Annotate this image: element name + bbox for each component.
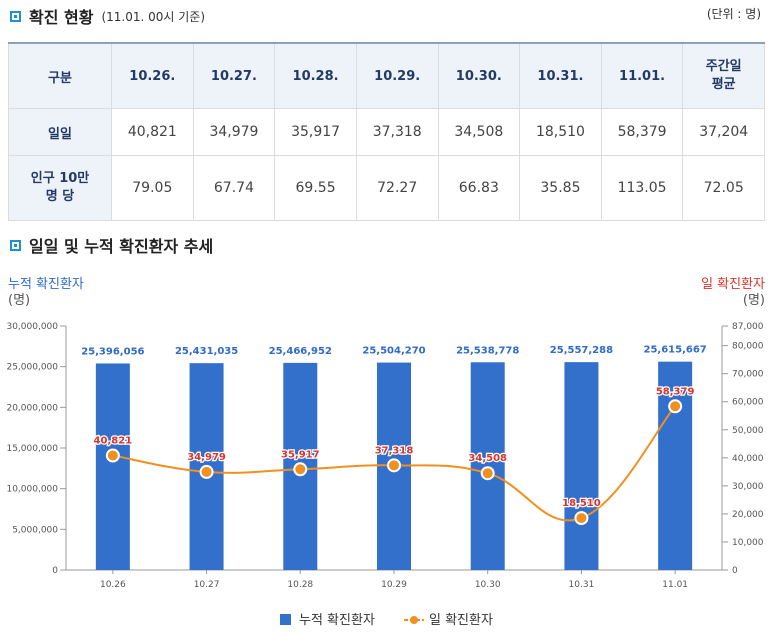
table-row-daily: 일일 40,821 34,979 35,917 37,318 34,508 18… xyxy=(8,108,765,156)
right-tick-label: 30,000 xyxy=(732,482,764,492)
bar-cumulative xyxy=(658,361,693,570)
left-tick-label: 10,000,000 xyxy=(6,485,58,495)
line-value-label: 58,379 xyxy=(656,386,695,397)
x-tick-label: 10.31 xyxy=(569,580,595,590)
section-title: 확진 현황 xyxy=(29,8,94,27)
bar-value-label: 25,538,778 xyxy=(456,345,519,356)
line-point-daily xyxy=(199,464,214,479)
bar-cumulative xyxy=(95,363,130,570)
unit-note: (단위 : 명) xyxy=(706,7,761,21)
right-tick-label: 80,000 xyxy=(732,342,764,352)
table-header-row: 구분 10.26. 10.27. 10.28. 10.29. 10.30. 10… xyxy=(8,42,765,109)
legend-label: 일 확진환자 xyxy=(429,613,493,628)
right-tick-label: 70,000 xyxy=(732,370,764,380)
table-cell: 58,379 xyxy=(600,108,684,156)
x-tick-label: 10.28 xyxy=(287,580,313,590)
line-value-label: 34,508 xyxy=(468,453,507,464)
table-cell: 34,508 xyxy=(437,108,521,156)
line-value-label: 35,917 xyxy=(281,449,320,460)
table-header-cell: 10.30. xyxy=(437,42,521,109)
bar-cumulative xyxy=(564,362,599,570)
line-point-daily xyxy=(387,458,401,473)
table-cell: 34,979 xyxy=(192,108,276,156)
bar-value-label: 25,396,056 xyxy=(81,346,144,357)
table-header-cell: 10.26. xyxy=(111,42,194,109)
right-axis-unit: (명) xyxy=(743,293,765,308)
line-point-daily xyxy=(668,399,683,414)
table-cell: 37,318 xyxy=(355,108,439,156)
line-point-daily xyxy=(293,462,308,477)
bar-value-label: 25,557,288 xyxy=(550,345,613,356)
left-tick-label: 30,000,000 xyxy=(6,322,58,332)
table-corner: 구분 xyxy=(8,42,112,109)
section-subtitle: (11.01. 00시 기준) xyxy=(101,9,206,24)
x-tick-label: 10.27 xyxy=(194,580,220,590)
table-cell: 67.74 xyxy=(192,155,276,221)
right-tick-label: 87,000 xyxy=(732,322,764,332)
table-header-cell: 10.27. xyxy=(192,42,276,109)
table-cell: 113.05 xyxy=(600,155,684,221)
right-tick-label: 40,000 xyxy=(732,454,764,464)
line-value-label: 18,510 xyxy=(562,498,601,509)
x-tick-label: 11.01 xyxy=(662,580,688,590)
left-axis-title: 누적 확진환자 xyxy=(8,277,84,292)
line-point-daily xyxy=(480,466,495,481)
table-cell: 72.27 xyxy=(355,155,439,221)
bar-value-label: 25,504,270 xyxy=(362,346,425,357)
left-tick-label: 20,000,000 xyxy=(6,403,58,413)
line-value-label: 40,821 xyxy=(94,436,133,447)
right-tick-label: 60,000 xyxy=(732,398,764,408)
table-cell: 40,821 xyxy=(111,108,194,156)
x-tick-label: 10.26 xyxy=(100,580,126,590)
table-cell: 72.05 xyxy=(682,155,765,221)
x-tick-label: 10.30 xyxy=(475,580,501,590)
legend-bar-swatch xyxy=(280,614,291,625)
table-cell: 79.05 xyxy=(111,155,194,221)
square-bullet-icon xyxy=(10,239,21,251)
right-tick-label: 10,000 xyxy=(732,538,764,548)
table-header-cell: 주간일 평균 xyxy=(682,42,765,109)
table-header-cell: 10.29. xyxy=(355,42,439,109)
legend-line-marker xyxy=(410,616,418,624)
row-label: 일일 xyxy=(8,108,112,156)
right-tick-label: 20,000 xyxy=(732,510,764,520)
line-value-label: 34,979 xyxy=(187,452,226,463)
table-header-cell: 10.28. xyxy=(274,42,357,109)
line-point-daily xyxy=(574,511,589,526)
section-header-trend: 일일 및 누적 확진환자 추세 xyxy=(10,233,213,257)
section-header-status: 확진 현황 (11.01. 00시 기준) xyxy=(10,4,205,28)
right-tick-label: 50,000 xyxy=(732,426,764,436)
x-tick-label: 10.29 xyxy=(381,580,407,590)
left-tick-label: 25,000,000 xyxy=(6,363,58,373)
bar-value-label: 25,615,667 xyxy=(644,345,707,356)
table-row-per-100k: 인구 10만 명 당 79.05 67.74 69.55 72.27 66.83… xyxy=(8,155,765,221)
line-value-label: 37,318 xyxy=(375,445,414,456)
table-cell: 18,510 xyxy=(519,108,602,156)
left-tick-label: 5,000,000 xyxy=(12,525,58,535)
right-axis-title: 일 확진환자 xyxy=(701,277,765,292)
bar-value-label: 25,466,952 xyxy=(269,346,332,357)
section-title: 일일 및 누적 확진환자 추세 xyxy=(29,237,214,256)
bar-value-label: 25,431,035 xyxy=(175,346,238,357)
table-cell: 35,917 xyxy=(274,108,357,156)
table-cell: 69.55 xyxy=(274,155,357,221)
stats-table: 구분 10.26. 10.27. 10.28. 10.29. 10.30. 10… xyxy=(8,42,765,221)
square-bullet-icon xyxy=(10,10,21,22)
row-label: 인구 10만 명 당 xyxy=(8,155,112,221)
table-cell: 66.83 xyxy=(437,155,521,221)
table-cell: 35.85 xyxy=(519,155,602,221)
table-header-cell: 10.31. xyxy=(519,42,602,109)
legend-label: 누적 확진환자 xyxy=(299,613,375,628)
bar-cumulative xyxy=(470,362,505,570)
table-header-cell: 11.01. xyxy=(600,42,684,109)
right-tick-label: 0 xyxy=(732,566,738,576)
line-point-daily xyxy=(105,448,120,463)
left-tick-label: 15,000,000 xyxy=(6,444,58,454)
left-axis-unit: (명) xyxy=(8,293,30,308)
trend-chart: 누적 확진환자(명)일 확진환자(명)05,000,00010,000,0001… xyxy=(6,277,765,628)
left-tick-label: 0 xyxy=(52,566,58,576)
table-cell: 37,204 xyxy=(682,108,765,156)
